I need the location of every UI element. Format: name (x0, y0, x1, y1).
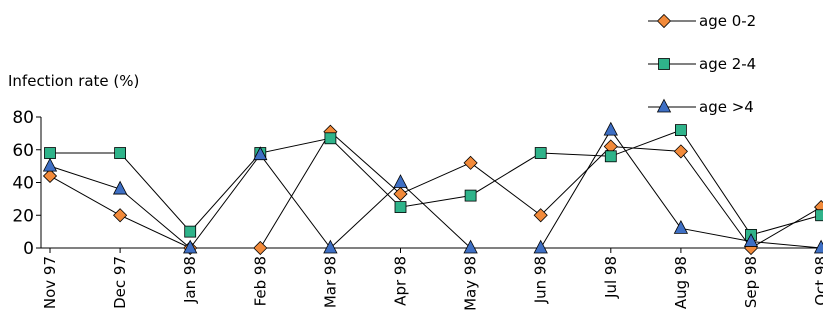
x-tick-label: Oct 98 (812, 256, 823, 306)
series-line-age-0-2 (49, 130, 822, 249)
x-tick-label: Jul 98 (602, 256, 620, 299)
data-point-age-gt4 (463, 239, 478, 254)
data-point-age-2-4 (114, 147, 126, 159)
data-point-age-gt4 (42, 157, 58, 172)
data-point-age-gt4 (813, 239, 823, 254)
data-point-age-2-4 (44, 147, 56, 159)
x-tick-label: Aug 98 (672, 256, 690, 309)
legend-marker-age-2-4 (658, 58, 670, 70)
data-point-age-0-2 (253, 240, 268, 256)
data-point-age-gt4 (743, 233, 759, 247)
data-point-age-0-2 (463, 155, 478, 170)
x-tick-label: May 98 (462, 256, 480, 311)
legend-item-age-gt4: age >4 (648, 98, 754, 116)
legend-item-age-0-2: age 0-2 (648, 12, 756, 30)
data-point-age-2-4 (464, 189, 477, 202)
legend-label: age 0-2 (699, 12, 756, 30)
data-point-age-2-4 (324, 132, 337, 145)
data-point-age-2-4 (604, 150, 617, 163)
data-point-age-0-2 (393, 186, 408, 202)
legend-label: age >4 (699, 98, 754, 116)
x-tick-label: Mar 98 (321, 256, 339, 308)
data-point-age-0-2 (533, 208, 548, 223)
data-point-age-gt4 (323, 239, 338, 254)
data-point-age-gt4 (253, 146, 268, 161)
data-point-age-gt4 (112, 180, 128, 195)
axes: 0 20 40 60 80 Nov 97 Dec 97 Jan 98 Feb 98 Mar 98 A… (12, 108, 823, 311)
y-tick-label: 80 (12, 108, 34, 128)
x-tick-label: Jan 98 (181, 256, 199, 304)
y-tick-label: 60 (12, 141, 34, 161)
x-tick-label: Sep 98 (742, 256, 760, 308)
data-point-age-2-4 (815, 209, 823, 222)
x-tick-label: Dec 97 (111, 256, 129, 309)
data-point-age-2-4 (394, 201, 407, 213)
x-tick-label: Nov 97 (41, 256, 59, 309)
data-point-age-gt4 (603, 121, 618, 136)
legend-label: age 2-4 (699, 55, 756, 73)
data-point-age-gt4 (393, 174, 408, 188)
series-line-age-2-4 (50, 129, 822, 236)
x-tick-label: Feb 98 (251, 256, 269, 306)
series-line-age-gt4 (49, 129, 822, 249)
data-point-age-2-4 (675, 124, 687, 136)
data-point-age-0-2 (673, 144, 688, 159)
data-point-age-2-4 (534, 147, 547, 159)
y-tick-label: 0 (23, 239, 34, 259)
data-point-age-0-2 (113, 208, 128, 223)
data-point-age-gt4 (533, 239, 548, 254)
y-axis-label: Infection rate (%) (8, 72, 139, 90)
y-tick-label: 40 (12, 174, 34, 194)
series-markers (42, 121, 823, 256)
y-tick-label: 20 (12, 206, 34, 226)
x-tick-label: Apr 98 (392, 256, 410, 306)
data-point-age-gt4 (183, 239, 198, 254)
legend-marker-age-gt4 (656, 98, 672, 113)
series-lines (49, 129, 822, 249)
legend: age 0-2 age 2-4 age >4 (648, 12, 756, 116)
data-point-age-2-4 (184, 225, 197, 238)
x-tick-label: Jun 98 (532, 256, 550, 304)
legend-marker-age-0-2 (656, 13, 672, 29)
data-point-age-gt4 (673, 219, 689, 234)
legend-item-age-2-4: age 2-4 (648, 55, 756, 73)
data-point-age-0-2 (42, 168, 58, 184)
